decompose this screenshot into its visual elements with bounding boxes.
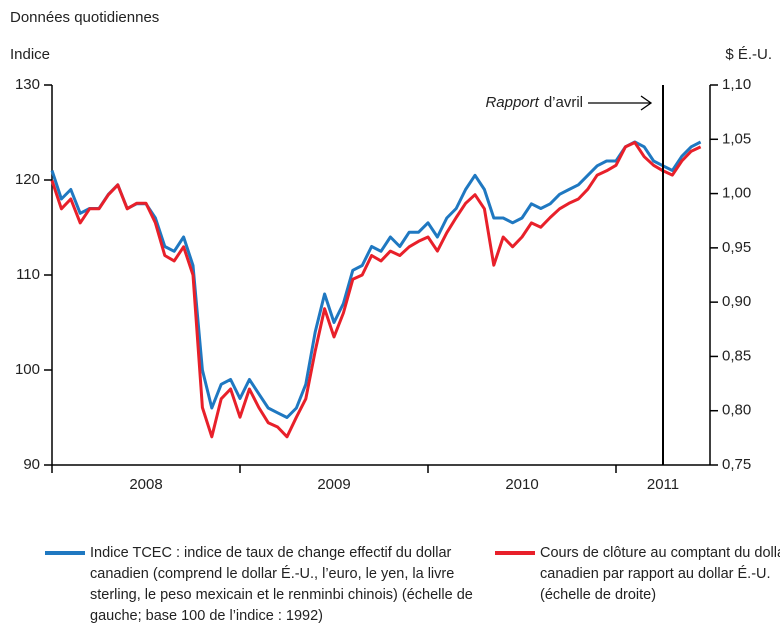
x-tick-label: 2010 [505, 476, 538, 493]
y-tick-label: 120 [15, 171, 40, 188]
x-tick-label: 2008 [129, 476, 162, 493]
x-tick-label: 2009 [317, 476, 350, 493]
legend-swatch [495, 551, 535, 555]
y-axis-label: Indice [10, 46, 50, 63]
y2-tick-label: 0,90 [722, 293, 751, 310]
y-tick-label: 130 [15, 76, 40, 93]
y2-tick-label: 0,75 [722, 456, 751, 473]
legend-label: Indice TCEC : indice de taux de change e… [90, 545, 473, 624]
x-tick-label: 2011 [647, 476, 679, 493]
y2-tick-label: 0,80 [722, 402, 751, 419]
legend-entry: Cours de clôture au comptant du dollar c… [495, 543, 780, 606]
annotation-rest: d’avril [544, 94, 583, 111]
y2-tick-label: 1,10 [722, 76, 751, 93]
y-tick-label: 90 [23, 456, 40, 473]
chart: Données quotidiennes Indice $ É.-U. 90 10… [10, 9, 772, 493]
y2-tick-label: 1,05 [722, 130, 751, 147]
series-line [50, 141, 702, 439]
y2-tick-label: 0,95 [722, 239, 751, 256]
legend-label: Cours de clôture au comptant du dollar c… [540, 545, 780, 603]
series-line [50, 140, 702, 419]
annotation-italic: Rapport [485, 94, 539, 111]
y-tick-label: 100 [15, 361, 40, 378]
annotation-text: Rapport d’avril [485, 94, 583, 111]
y2-axis-label: $ É.-U. [725, 46, 772, 63]
annotation-arrowhead [640, 95, 653, 111]
legend-entry: Indice TCEC : indice de taux de change e… [45, 543, 490, 627]
y-tick-label: 110 [16, 266, 40, 283]
y2-tick-label: 0,85 [722, 347, 751, 364]
y2-tick-label: 1,00 [722, 185, 751, 202]
chart-subtitle: Données quotidiennes [10, 9, 159, 26]
legend-swatch [45, 551, 85, 555]
